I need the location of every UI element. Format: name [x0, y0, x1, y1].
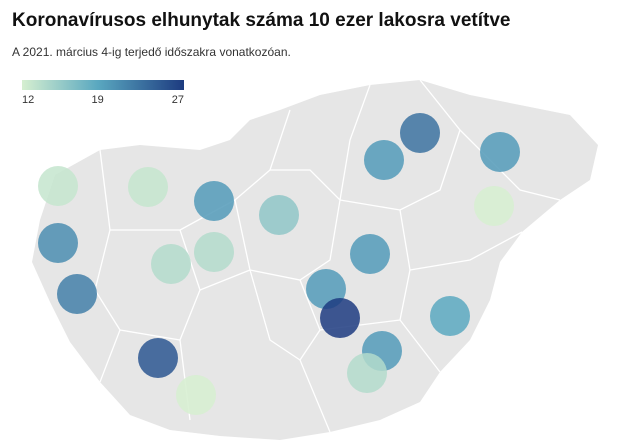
title: Koronavírusos elhunytak száma 10 ezer la… — [12, 10, 510, 31]
legend-tick-label: 27 — [172, 94, 184, 106]
county-circle — [194, 181, 234, 221]
county-circle — [138, 338, 178, 378]
subtitle: A 2021. március 4-ig terjedő időszakra v… — [12, 45, 291, 59]
county-circle — [400, 113, 440, 153]
legend-tick-label: 19 — [91, 94, 103, 106]
county-circle — [430, 296, 470, 336]
county-circle — [347, 353, 387, 393]
county-circle — [259, 195, 299, 235]
county-circle — [176, 375, 216, 415]
county-circle — [38, 166, 78, 206]
county-circle — [474, 186, 514, 226]
county-circle — [194, 232, 234, 272]
county-circle — [320, 298, 360, 338]
county-circle — [480, 132, 520, 172]
county-circle — [364, 140, 404, 180]
county-circle — [151, 244, 191, 284]
county-circle — [350, 234, 390, 274]
county-circle — [57, 274, 97, 314]
legend-tick-label: 12 — [22, 94, 34, 106]
county-circle — [38, 223, 78, 263]
legend-bar — [22, 80, 184, 90]
county-circle — [128, 167, 168, 207]
map — [32, 79, 598, 440]
